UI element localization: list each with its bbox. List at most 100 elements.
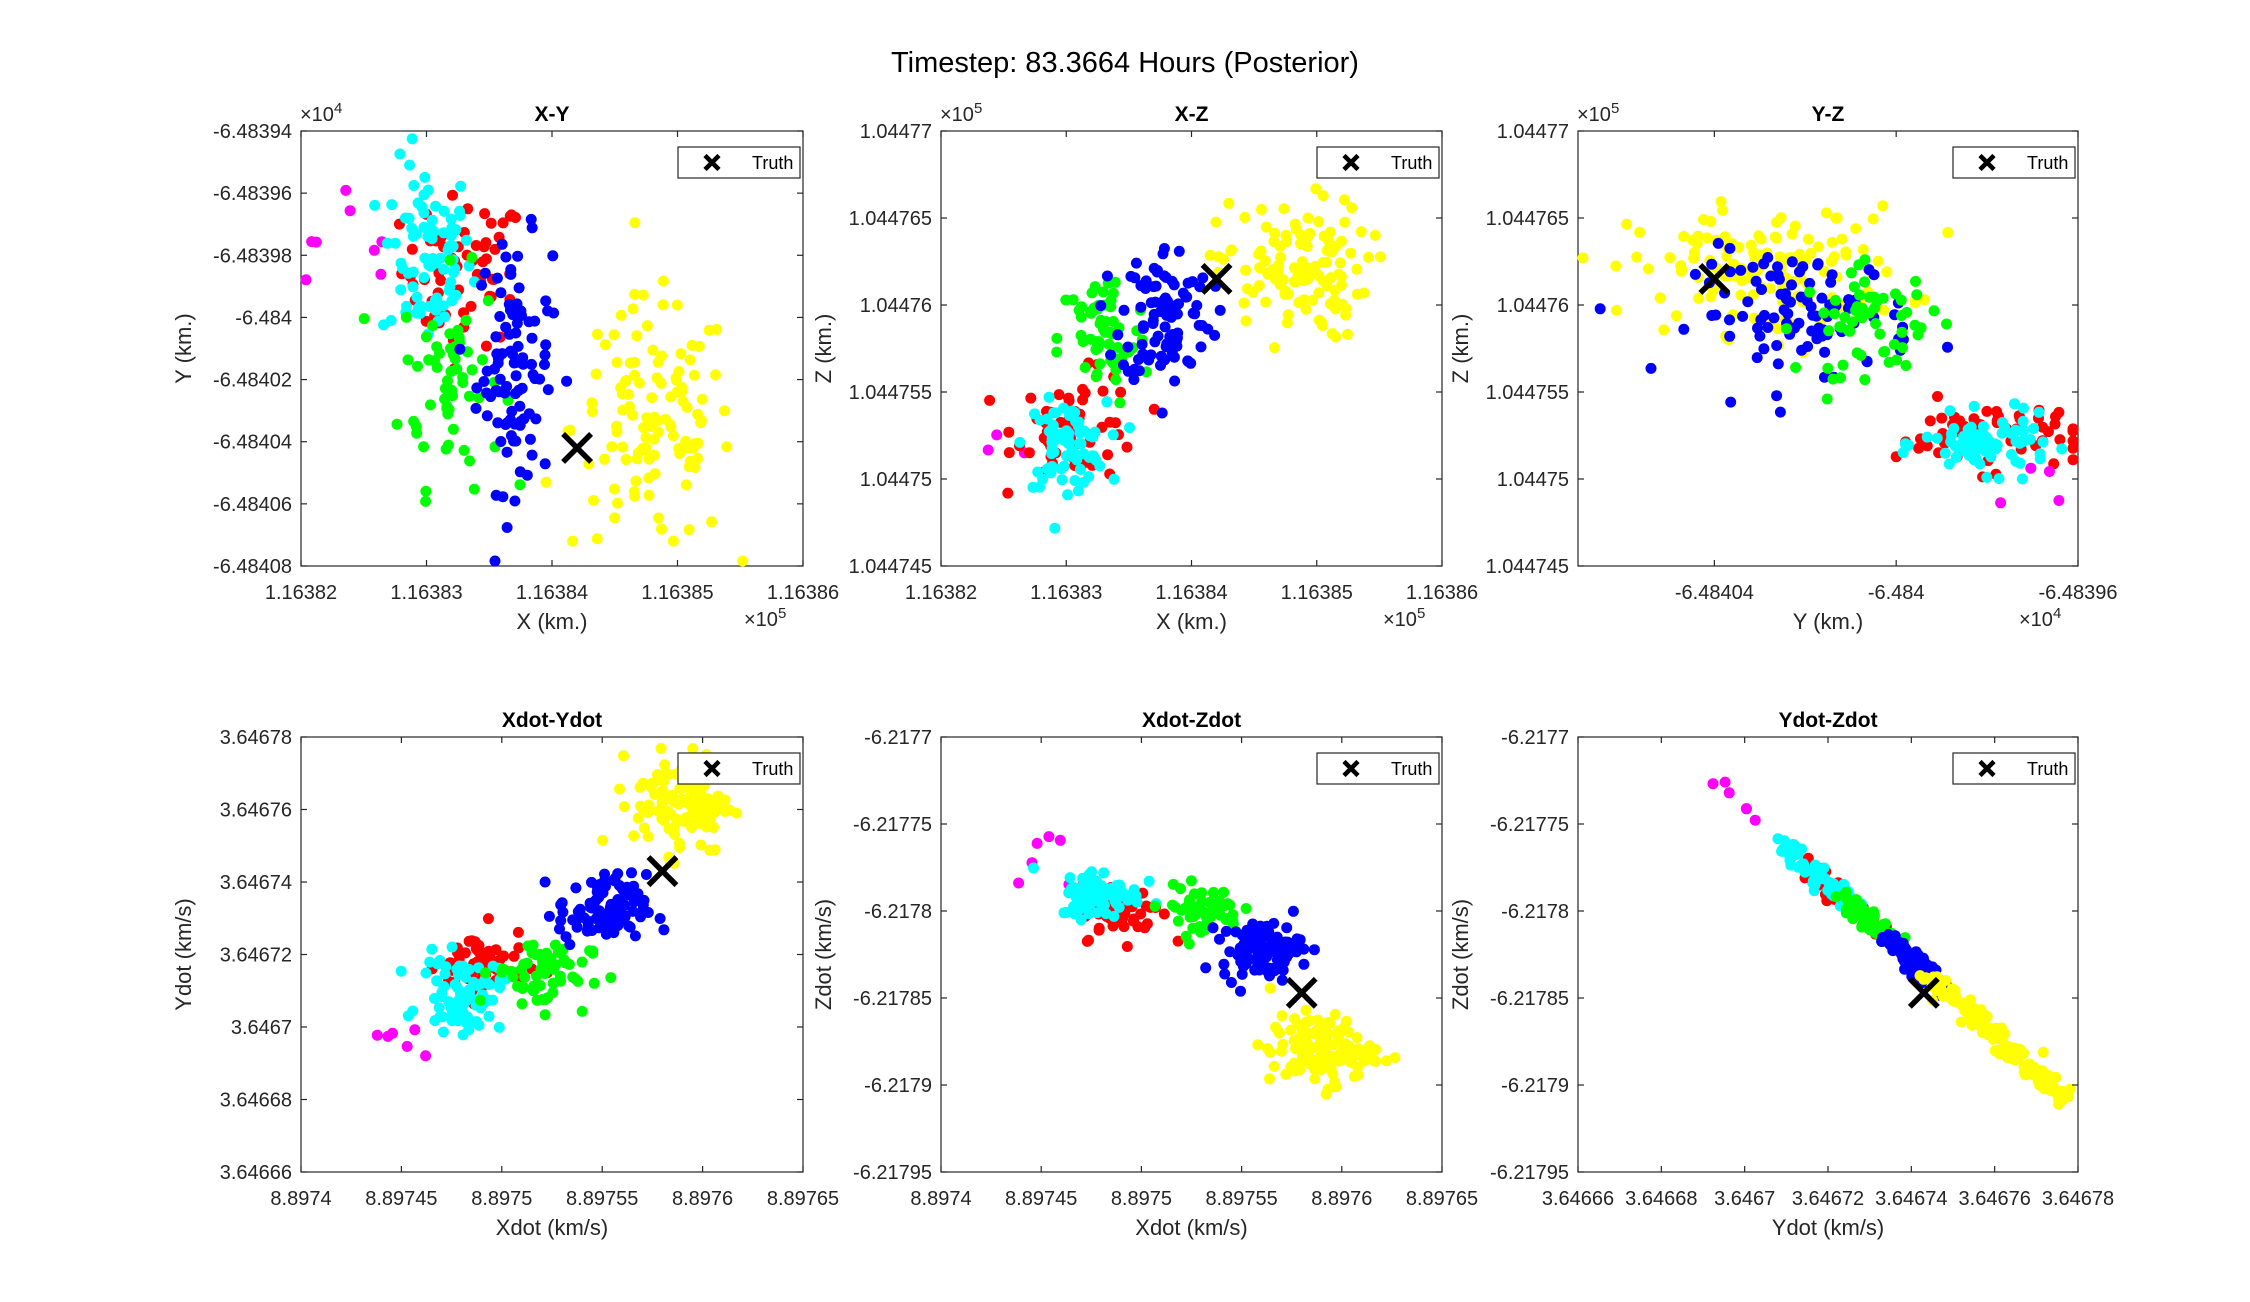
point-yellow	[642, 413, 654, 425]
point-magenta	[2053, 495, 2065, 506]
x-tick-label: 3.64672	[1792, 1188, 1864, 1210]
point-blue	[1253, 964, 1265, 976]
point-yellow	[1313, 287, 1325, 299]
plot-area	[940, 130, 1443, 567]
point-red	[1102, 449, 1114, 461]
y-tick-label: -6.21795	[853, 1162, 932, 1184]
point-cyan	[1107, 429, 1119, 441]
point-cyan	[402, 1010, 414, 1022]
point-yellow	[1820, 207, 1832, 219]
point-blue	[1236, 929, 1248, 941]
point-cyan	[395, 965, 407, 977]
point-green	[1900, 360, 1912, 371]
point-magenta	[344, 205, 356, 217]
point-yellow	[2042, 1083, 2054, 1095]
point-yellow	[1339, 216, 1351, 228]
point-yellow	[1355, 226, 1367, 238]
point-green	[1844, 325, 1856, 337]
point-yellow	[1962, 1012, 1974, 1024]
point-green	[1910, 275, 1921, 287]
point-blue	[478, 376, 490, 387]
point-green	[1818, 307, 1830, 319]
point-cyan	[411, 291, 423, 303]
point-green	[537, 994, 549, 1005]
point-cyan	[1068, 901, 1080, 912]
point-green	[1857, 918, 1869, 930]
point-yellow	[1867, 213, 1879, 225]
point-blue	[1224, 946, 1236, 958]
point-yellow	[612, 497, 623, 509]
point-yellow	[2037, 1046, 2049, 1058]
point-blue	[1724, 242, 1736, 254]
point-cyan	[1931, 432, 1943, 444]
point-yellow	[1288, 1057, 1300, 1069]
point-green	[1854, 289, 1865, 301]
point-yellow	[1334, 257, 1346, 269]
x-tick-label: 1.16382	[905, 582, 977, 604]
point-blue	[1263, 926, 1275, 938]
y-tick-label: -6.21785	[853, 988, 932, 1010]
point-green	[412, 360, 423, 372]
point-yellow	[629, 288, 641, 300]
point-yellow	[657, 299, 669, 311]
point-yellow	[1304, 228, 1316, 239]
x-tick-label: -6.48396	[2039, 582, 2118, 604]
point-yellow	[1369, 229, 1381, 241]
point-yellow	[681, 401, 693, 413]
point-cyan	[394, 148, 406, 160]
point-yellow	[1281, 236, 1293, 247]
point-red	[1921, 440, 1933, 452]
y-tick-label: -6.2178	[864, 901, 932, 923]
point-yellow	[1226, 244, 1237, 256]
point-blue	[1942, 341, 1953, 353]
point-blue	[481, 387, 492, 399]
point-red	[485, 217, 497, 229]
point-blue	[1758, 343, 1770, 355]
point-yellow	[598, 453, 610, 465]
point-blue	[494, 373, 506, 385]
point-cyan	[1968, 400, 1980, 412]
point-cyan	[1070, 887, 1082, 899]
point-cyan	[1058, 434, 1070, 446]
point-yellow	[617, 404, 629, 416]
point-yellow	[1273, 1026, 1285, 1038]
point-yellow	[634, 781, 646, 793]
point-blue	[1133, 365, 1145, 377]
point-yellow	[1294, 1031, 1306, 1043]
point-red	[1025, 392, 1037, 404]
point-yellow	[1688, 252, 1700, 264]
point-yellow	[1300, 303, 1312, 315]
point-cyan	[397, 263, 409, 274]
point-blue	[626, 867, 637, 879]
point-red	[1077, 383, 1089, 395]
x-tick-label: 1.16385	[1281, 582, 1353, 604]
point-green	[424, 399, 436, 411]
point-cyan	[454, 205, 465, 217]
point-green	[463, 390, 475, 402]
point-magenta	[982, 444, 994, 456]
point-yellow	[1942, 227, 1954, 238]
point-cyan	[1075, 914, 1087, 926]
point-cyan	[446, 1009, 458, 1021]
data-points	[982, 183, 1386, 534]
point-cyan	[1124, 422, 1135, 434]
x-tick-label: 8.8976	[1311, 1188, 1372, 1210]
point-blue	[510, 327, 522, 339]
point-cyan	[454, 960, 465, 972]
point-green	[1859, 374, 1871, 386]
point-green	[475, 994, 486, 1006]
point-cyan	[2014, 457, 2026, 469]
point-blue	[1756, 284, 1767, 295]
point-yellow	[1982, 1029, 1994, 1041]
point-yellow	[1269, 227, 1281, 239]
point-cyan	[426, 943, 438, 955]
point-cyan	[1093, 896, 1105, 908]
point-red	[1083, 934, 1094, 946]
point-yellow	[540, 476, 552, 488]
subplot-y-z: -6.48404 -6.484 -6.48396 1.04477 1.044765 1.0…	[1448, 100, 2117, 634]
point-red	[1936, 412, 1948, 424]
point-cyan	[1124, 890, 1136, 901]
y-tick-label: 1.04477	[860, 121, 932, 143]
x-tick-label: 3.64666	[1542, 1188, 1614, 1210]
point-cyan	[1921, 431, 1933, 443]
